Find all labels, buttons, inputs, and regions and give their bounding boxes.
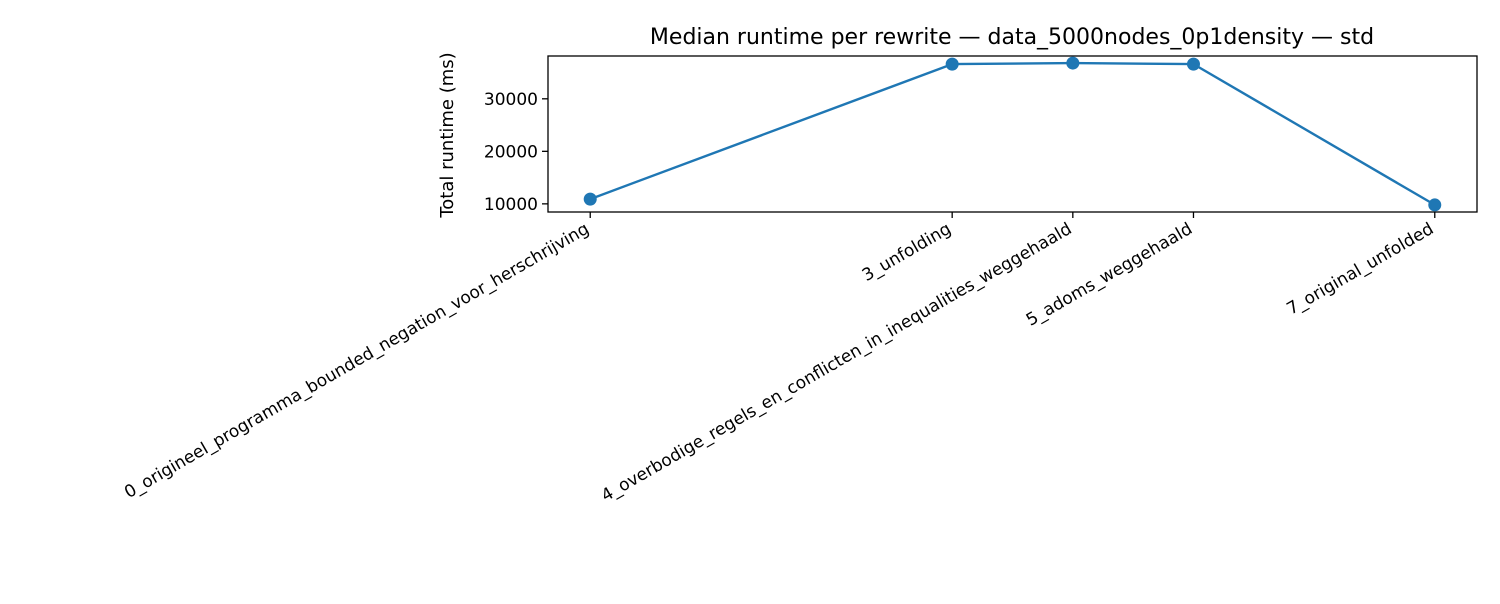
y-axis-label: Total runtime (ms) xyxy=(437,52,458,218)
data-point xyxy=(583,192,597,206)
data-point xyxy=(1066,56,1080,70)
x-tick-label: 0_origineel_programma_bounded_negation_v… xyxy=(121,219,593,503)
data-point xyxy=(1186,57,1200,71)
data-point xyxy=(945,57,959,71)
chart-title: Median runtime per rewrite — data_5000no… xyxy=(650,25,1374,50)
y-tick-label: 30000 xyxy=(484,90,538,110)
plot-frame xyxy=(547,55,1478,213)
plot-area: 10000 20000 30000 0_origineel_programma_bou… xyxy=(121,55,1478,506)
x-tick-label: 4_overbodige_regels_en_conflicten_in_ine… xyxy=(598,219,1075,506)
x-tick-label: 3_unfolding xyxy=(859,219,955,286)
data-point xyxy=(1428,198,1442,212)
y-tick-label: 20000 xyxy=(484,142,538,162)
series-line xyxy=(589,61,1436,206)
x-tick-label: 7_original_unfolded xyxy=(1283,219,1437,319)
y-tick-label: 10000 xyxy=(484,195,538,215)
